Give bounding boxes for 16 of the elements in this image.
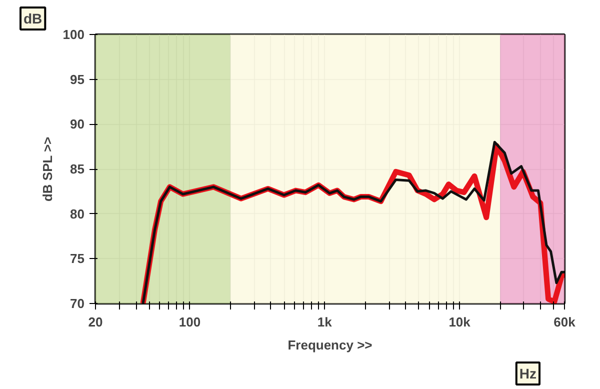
x-tick-label: 60k: [554, 314, 576, 330]
y-tick-label: 90: [70, 116, 85, 132]
text: dB: [24, 10, 42, 26]
x-tick-label: 100: [178, 314, 201, 330]
y-tick-label: 95: [70, 72, 85, 87]
y-tick-label: 75: [70, 251, 85, 266]
x-tick-label: 1k: [317, 314, 333, 330]
x-tick-label: 20: [88, 314, 103, 330]
y-axis-title: dB SPL >>: [40, 136, 55, 202]
y-tick-label: 100: [62, 27, 85, 42]
y-tick-label: 80: [70, 206, 85, 222]
y-tick-label: 85: [70, 162, 85, 176]
x-axis-title: Frequency >>: [288, 338, 373, 352]
x-tick-label: 10k: [448, 314, 472, 330]
text: Hz: [519, 366, 537, 382]
y-tick-label: 70: [70, 296, 85, 311]
